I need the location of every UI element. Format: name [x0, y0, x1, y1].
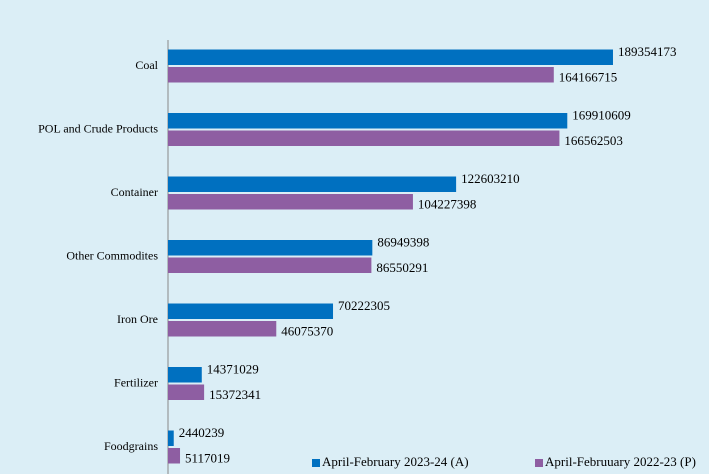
bar: [168, 176, 457, 192]
bar: [168, 257, 372, 273]
bar: [168, 448, 181, 464]
legend-swatch: [535, 459, 543, 467]
bar: [168, 240, 373, 256]
bar: [168, 194, 413, 210]
bar: [168, 67, 554, 83]
legend-swatch: [312, 459, 320, 467]
data-label: 46075370: [281, 324, 333, 339]
data-label: 104227398: [418, 197, 477, 212]
bar: [168, 367, 202, 383]
data-label: 2440239: [179, 425, 225, 440]
data-label: 15372341: [209, 387, 261, 402]
bar: [168, 384, 205, 400]
data-label: 189354173: [618, 44, 677, 59]
data-label: 70222305: [338, 298, 390, 313]
bar: [168, 303, 334, 319]
data-label: 164166715: [559, 70, 618, 85]
y-tick-label: POL and Crude Products: [38, 121, 158, 135]
bar: [168, 130, 560, 146]
y-tick-label: Foodgrains: [104, 439, 158, 453]
data-label: 122603210: [461, 171, 520, 186]
data-label: 14371029: [207, 362, 259, 377]
bar: [168, 430, 174, 446]
y-tick-label: Other Commodites: [66, 248, 158, 262]
data-label: 86949398: [377, 235, 429, 250]
bar: [168, 49, 613, 65]
y-tick-label: Container: [111, 185, 158, 199]
y-tick-label: Fertilizer: [114, 375, 158, 389]
legend-label: April-Februuary 2022-23 (P): [545, 454, 696, 469]
data-label: 166562503: [564, 133, 623, 148]
y-tick-label: Iron Ore: [117, 312, 158, 326]
data-label: 86550291: [376, 260, 428, 275]
legend-label: April-February 2023-24 (A): [322, 454, 469, 469]
data-label: 169910609: [572, 108, 631, 123]
bar: [168, 321, 277, 337]
bar: [168, 113, 568, 129]
y-tick-label: Coal: [135, 58, 158, 72]
data-label: 5117019: [185, 451, 230, 466]
